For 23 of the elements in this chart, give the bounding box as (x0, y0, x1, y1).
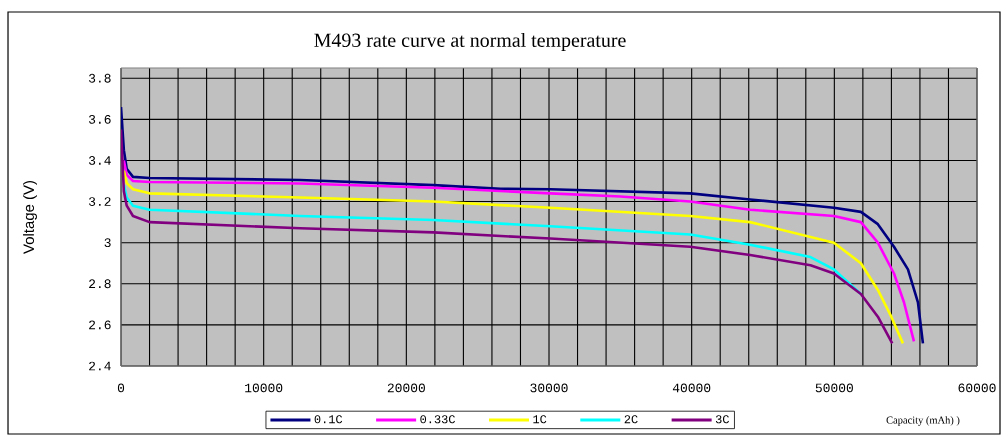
x-axis-title: Capacity (mAh) ) (886, 416, 960, 426)
x-tick-label: 30000 (530, 383, 568, 393)
x-tick-label: 50000 (815, 383, 853, 393)
x-tick-label: 20000 (387, 383, 425, 393)
y-tick-label: 3.2 (88, 197, 111, 206)
y-tick-label: 2.4 (89, 361, 111, 371)
legend-label: 0.1C (314, 415, 343, 424)
x-tick-label: 40000 (672, 383, 711, 393)
y-tick-label: 2.6 (89, 320, 111, 330)
y-tick-label: 3.4 (88, 156, 111, 165)
x-tick-label: 60000 (958, 383, 996, 393)
y-tick-label: 3.6 (88, 114, 111, 124)
legend-label: 3C (715, 415, 729, 424)
x-tick-label: 0 (117, 383, 125, 393)
y-axis-title: Voltage (V) (23, 180, 37, 254)
x-tick-label: 10000 (245, 383, 283, 393)
legend-label: 1C (533, 415, 547, 424)
chart-title: M493 rate curve at normal temperature (314, 32, 626, 52)
y-tick-label: 3.8 (88, 73, 111, 83)
legend-label: 0.33C (420, 415, 455, 424)
legend-label: 2C (624, 415, 638, 424)
y-tick-label: 3 (104, 238, 111, 248)
y-tick-label: 2.8 (89, 279, 111, 289)
